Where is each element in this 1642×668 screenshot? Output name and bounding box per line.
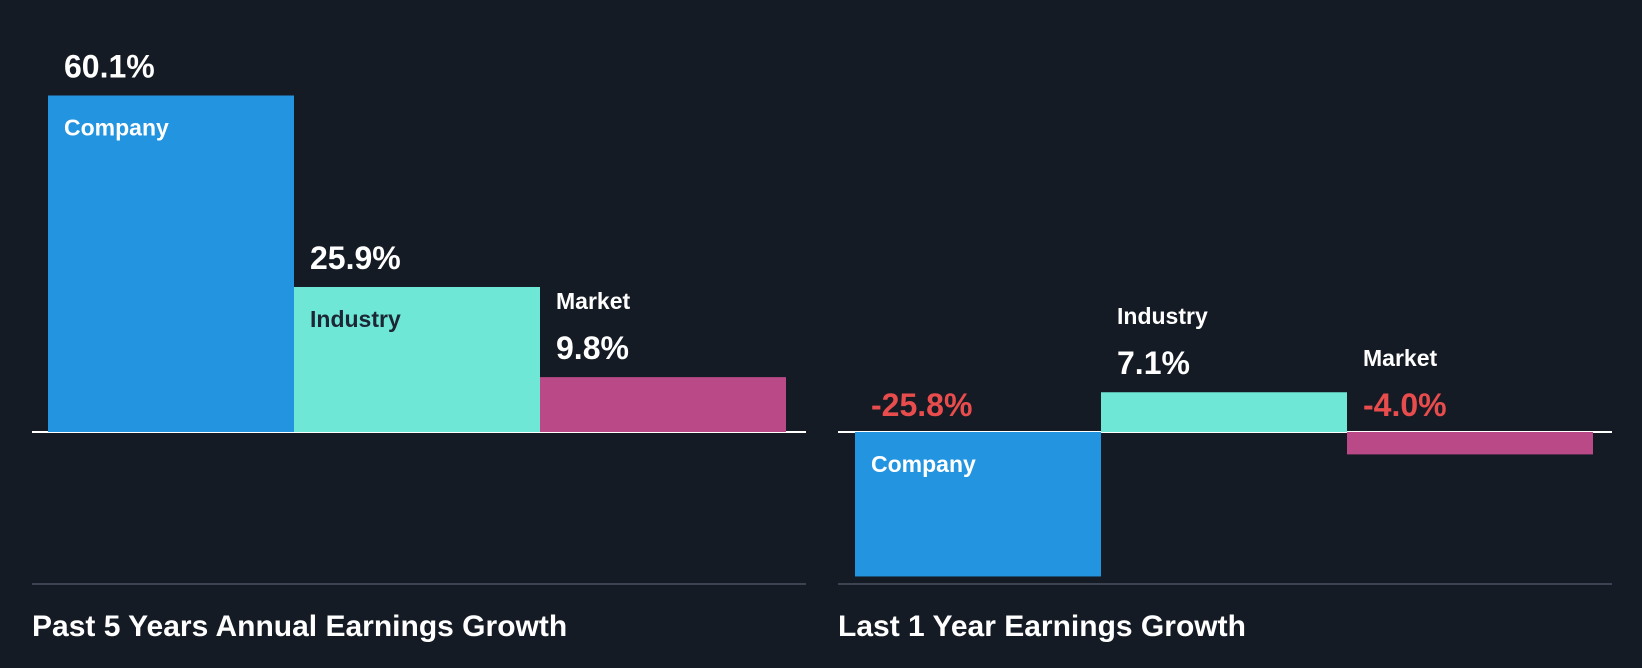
bar-company: [48, 95, 294, 433]
value-label-market: -4.0%: [1363, 387, 1447, 423]
panel-title: Last 1 Year Earnings Growth: [838, 610, 1246, 643]
category-label-market: Market: [1363, 345, 1437, 371]
bar-company: [855, 432, 1101, 577]
past-5-years-panel: Past 5 Years Annual Earnings Growth 60.1…: [32, 48, 806, 643]
category-label-industry: Industry: [1117, 303, 1208, 329]
value-label-market: 9.8%: [556, 330, 629, 366]
value-label-company: 60.1%: [64, 48, 155, 84]
category-label-company: Company: [64, 114, 169, 140]
bar-industry: [1101, 392, 1347, 432]
category-label-market: Market: [556, 288, 630, 314]
bar-industry: [294, 286, 540, 432]
value-label-company: -25.8%: [871, 387, 972, 423]
bar-market: [1347, 432, 1593, 455]
value-label-industry: 25.9%: [310, 240, 401, 276]
category-label-industry: Industry: [310, 306, 401, 332]
bar-market: [540, 377, 786, 432]
panel-title: Past 5 Years Annual Earnings Growth: [32, 610, 567, 643]
category-label-company: Company: [871, 451, 976, 477]
last-1-year-panel: Last 1 Year Earnings Growth -25.8% Compan…: [838, 303, 1612, 643]
value-label-industry: 7.1%: [1117, 345, 1190, 381]
